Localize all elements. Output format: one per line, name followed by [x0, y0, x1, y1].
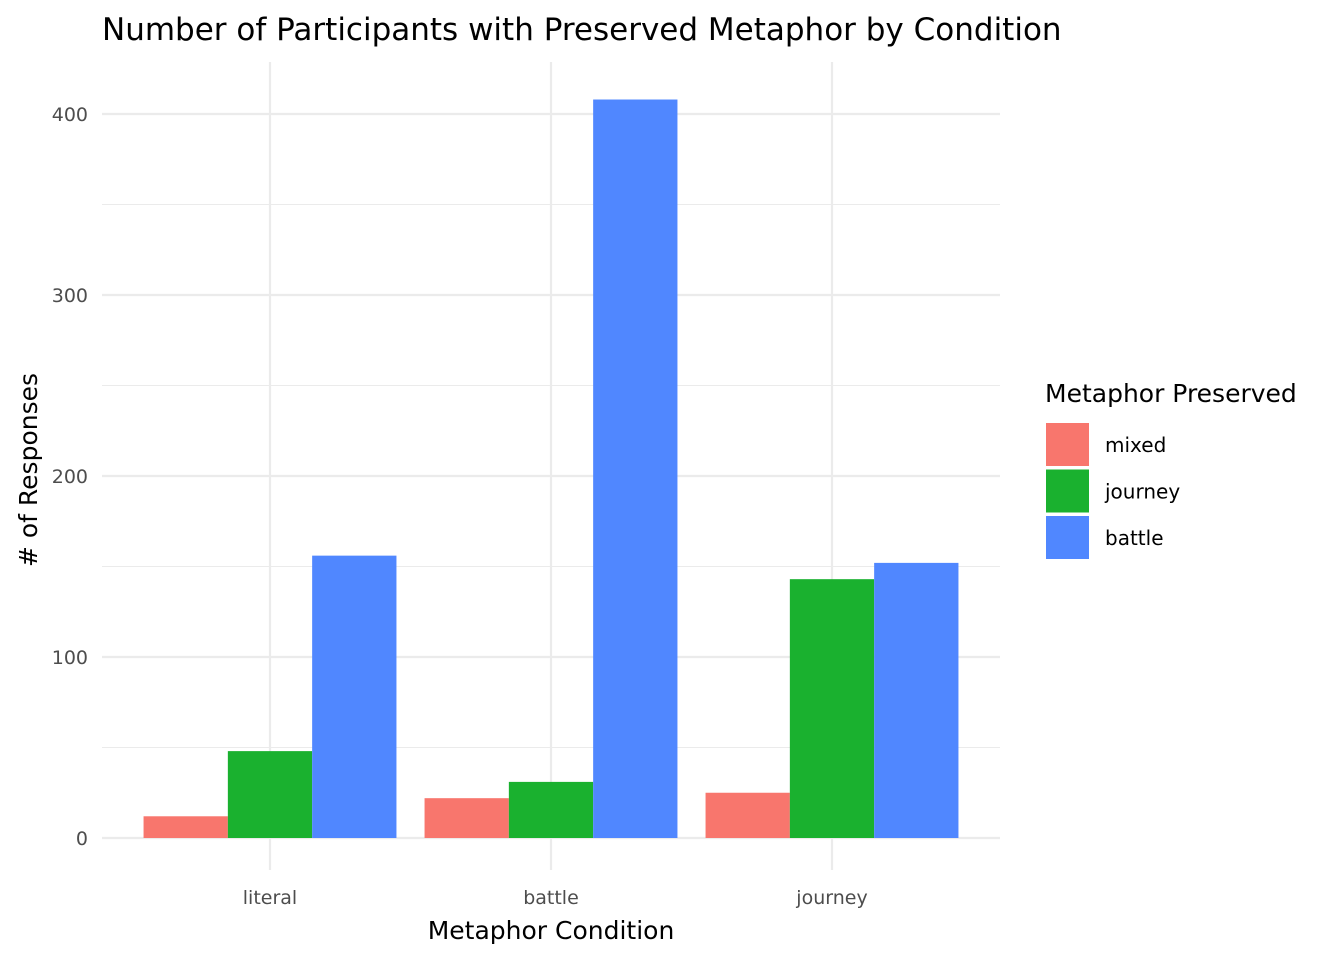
legend: Metaphor Preserved mixed journey battle [1045, 379, 1297, 559]
bar-literal-journey [227, 751, 313, 838]
bar-journey-mixed [705, 792, 790, 838]
y-tick-label: 100 [52, 647, 88, 669]
bar-battle-journey [508, 781, 594, 838]
bar-journey-journey [789, 579, 875, 838]
legend-label-journey: journey [1104, 480, 1180, 504]
y-axis-title: # of Responses [14, 373, 43, 567]
bar-battle-mixed [424, 798, 509, 838]
bar-literal-mixed [143, 816, 228, 838]
x-axis-ticks: literal battle journey [243, 887, 868, 909]
y-tick-label: 0 [76, 828, 88, 850]
legend-label-mixed: mixed [1105, 433, 1166, 457]
legend-title: Metaphor Preserved [1045, 379, 1297, 408]
chart-title: Number of Participants with Preserved Me… [102, 12, 1062, 48]
x-tick-label: literal [243, 887, 297, 909]
bar-literal-battle [312, 555, 397, 838]
bars [143, 99, 959, 838]
y-tick-label: 300 [52, 285, 88, 307]
legend-swatch-mixed [1046, 423, 1089, 466]
y-tick-label: 400 [52, 104, 88, 126]
legend-swatch-journey [1046, 469, 1089, 513]
bar-journey-battle [874, 562, 959, 838]
x-tick-label: journey [795, 887, 867, 909]
x-tick-label: battle [523, 887, 579, 909]
y-axis-ticks: 0 100 200 300 400 [52, 104, 88, 850]
legend-label-battle: battle [1105, 526, 1164, 550]
y-tick-label: 200 [52, 466, 88, 488]
x-axis-title: Metaphor Condition [428, 916, 675, 945]
bar-battle-battle [593, 99, 678, 838]
legend-swatch-battle [1046, 516, 1089, 559]
